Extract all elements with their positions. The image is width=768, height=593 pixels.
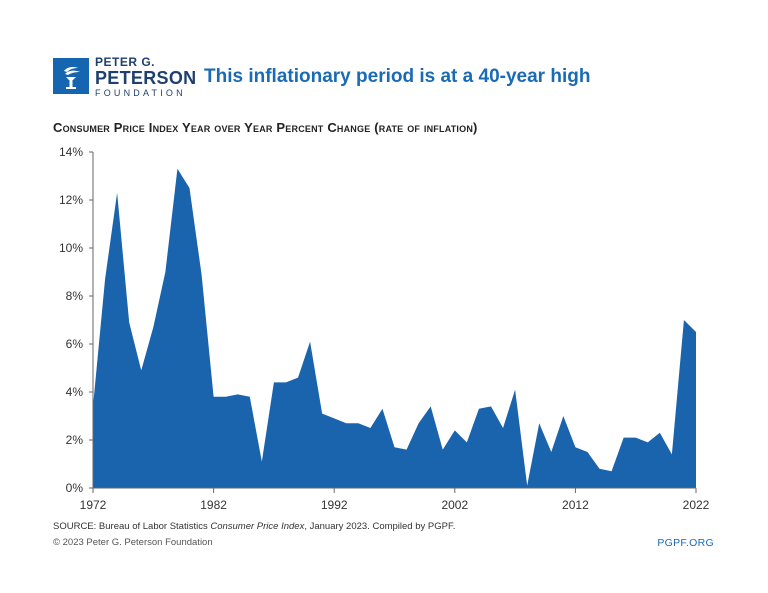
data-point-2002 (453, 429, 456, 432)
data-point-1983 (224, 395, 227, 398)
data-point-1986 (260, 460, 263, 463)
data-point-2005 (489, 405, 492, 408)
data-point-1992 (333, 417, 336, 420)
data-point-2019 (658, 431, 661, 434)
data-point-1980 (188, 187, 191, 190)
organization-name: PETER G. PETERSON FOUNDATION (95, 56, 196, 98)
data-point-2014 (598, 467, 601, 470)
data-point-1984 (236, 393, 239, 396)
data-point-2000 (429, 405, 432, 408)
data-point-1977 (152, 326, 155, 329)
y-tick-label-0: 0% (66, 481, 84, 495)
data-point-1987 (272, 381, 275, 384)
x-tick-label-2012: 2012 (562, 498, 589, 512)
x-tick-label-1972: 1972 (80, 498, 107, 512)
data-point-1973 (104, 278, 107, 281)
data-point-1993 (345, 422, 348, 425)
peterson-foundation-logo (53, 58, 89, 94)
data-point-2010 (550, 451, 553, 454)
data-point-2018 (646, 441, 649, 444)
y-tick-label-14: 14% (59, 145, 83, 159)
data-point-1996 (381, 407, 384, 410)
data-point-2016 (622, 436, 625, 439)
data-point-1985 (248, 395, 251, 398)
data-point-1998 (405, 448, 408, 451)
data-point-1989 (297, 376, 300, 379)
data-point-1976 (140, 369, 143, 372)
data-point-2011 (562, 415, 565, 418)
y-tick-label-12: 12% (59, 193, 83, 207)
source-prefix: SOURCE: Bureau of Labor Statistics (53, 521, 211, 532)
data-point-1991 (321, 412, 324, 415)
data-point-2009 (538, 422, 541, 425)
data-point-2004 (477, 407, 480, 410)
torch-icon (64, 67, 80, 89)
data-point-2013 (586, 451, 589, 454)
data-point-2003 (465, 441, 468, 444)
y-tick-label-10: 10% (59, 241, 83, 255)
source-italic: Consumer Price Index (210, 521, 305, 532)
data-point-2022 (695, 331, 698, 334)
x-tick-label-2002: 2002 (441, 498, 468, 512)
x-tick-label-1982: 1982 (200, 498, 227, 512)
data-point-2012 (574, 446, 577, 449)
y-tick-label-6: 6% (66, 337, 84, 351)
x-tick-label-1992: 1992 (321, 498, 348, 512)
y-tick-label-2: 2% (66, 433, 84, 447)
headline: This inflationary period is at a 40-year… (204, 66, 591, 87)
data-point-2021 (682, 319, 685, 322)
data-point-1981 (200, 273, 203, 276)
copyright: © 2023 Peter G. Peterson Foundation (53, 537, 213, 548)
data-point-1978 (164, 271, 167, 274)
y-tick-label-8: 8% (66, 289, 84, 303)
data-point-2015 (610, 470, 613, 473)
org-name-line2: PETERSON (95, 68, 197, 88)
inflation-area (93, 168, 696, 489)
website-link[interactable]: PGPF.ORG (657, 537, 714, 549)
data-point-2006 (502, 427, 505, 430)
data-point-1974 (116, 191, 119, 194)
data-point-1982 (212, 395, 215, 398)
y-tick-label-4: 4% (66, 385, 84, 399)
data-point-2007 (514, 388, 517, 391)
data-point-2008 (526, 484, 529, 487)
data-point-1979 (176, 167, 179, 170)
chart-title: Consumer Price Index Year over Year Perc… (53, 120, 478, 135)
data-point-2001 (441, 448, 444, 451)
data-point-1994 (357, 422, 360, 425)
data-point-1975 (128, 321, 131, 324)
source-note: SOURCE: Bureau of Labor Statistics Consu… (53, 521, 455, 532)
x-tick-label-2022: 2022 (683, 498, 710, 512)
data-point-1990 (309, 340, 312, 343)
data-point-1999 (417, 422, 420, 425)
org-name-line1: PETER G. (95, 55, 156, 69)
data-point-1988 (284, 381, 287, 384)
data-point-2017 (634, 436, 637, 439)
source-suffix: , January 2023. Compiled by PGPF. (304, 521, 456, 532)
data-point-2020 (670, 453, 673, 456)
data-point-1997 (393, 446, 396, 449)
org-name-line3: FOUNDATION (95, 88, 186, 98)
data-point-1995 (369, 427, 372, 430)
